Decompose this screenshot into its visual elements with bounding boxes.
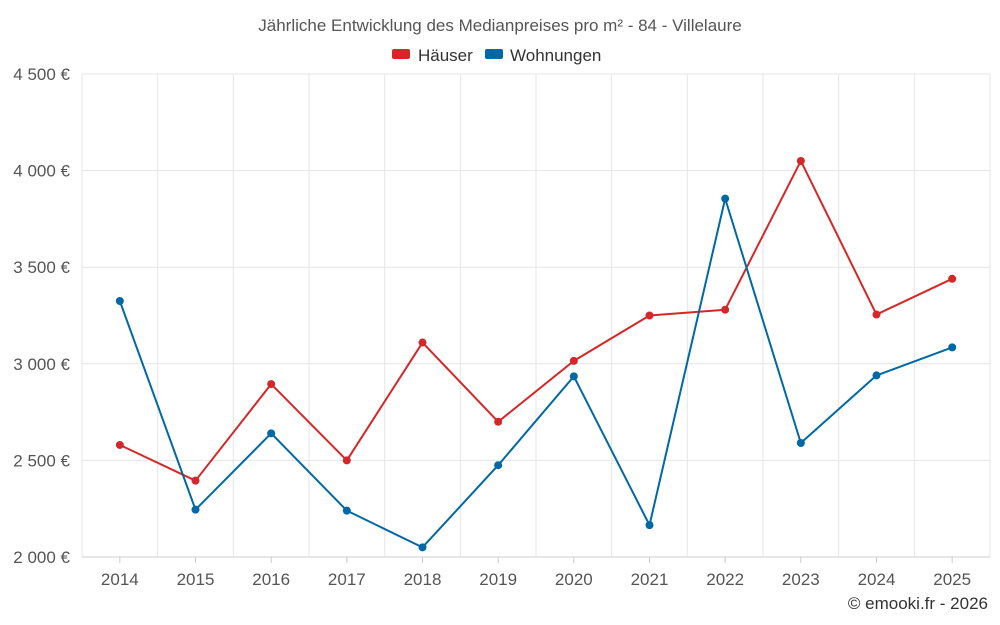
chart-title: Jährliche Entwicklung des Medianpreises … bbox=[258, 16, 741, 35]
legend: Häuser Wohnungen bbox=[392, 46, 601, 65]
data-point-haeuser[interactable] bbox=[342, 456, 351, 465]
data-point-haeuser[interactable] bbox=[872, 310, 881, 319]
legend-item-wohnungen[interactable]: Wohnungen bbox=[485, 46, 601, 65]
x-tick-label: 2022 bbox=[706, 570, 744, 589]
data-point-wohnungen[interactable] bbox=[494, 461, 503, 470]
data-point-wohnungen[interactable] bbox=[267, 429, 276, 438]
x-tick-label: 2019 bbox=[479, 570, 517, 589]
series-wohnungen bbox=[115, 194, 957, 552]
x-tick-label: 2014 bbox=[101, 570, 139, 589]
y-tick-label: 2 500 € bbox=[13, 451, 70, 470]
data-point-wohnungen[interactable] bbox=[115, 297, 124, 306]
series-haeuser bbox=[115, 156, 957, 485]
x-axis-ticks: 2014 2015 2016 2017 2018 2019 2020 2021 2022 2023… bbox=[101, 557, 971, 589]
data-point-wohnungen[interactable] bbox=[418, 543, 427, 552]
legend-label-wohnungen: Wohnungen bbox=[510, 46, 601, 65]
data-point-haeuser[interactable] bbox=[645, 311, 654, 320]
data-point-wohnungen[interactable] bbox=[948, 343, 957, 352]
y-tick-label: 3 000 € bbox=[13, 355, 70, 374]
legend-swatch-wohnungen bbox=[485, 49, 503, 59]
series bbox=[115, 156, 957, 552]
data-point-wohnungen[interactable] bbox=[191, 505, 200, 514]
credit-text: © emooki.fr - 2026 bbox=[848, 594, 988, 613]
x-tick-label: 2020 bbox=[555, 570, 593, 589]
data-point-haeuser[interactable] bbox=[267, 380, 276, 389]
data-point-haeuser[interactable] bbox=[721, 305, 730, 314]
x-tick-label: 2015 bbox=[177, 570, 215, 589]
legend-swatch-haeuser bbox=[392, 49, 410, 59]
data-point-haeuser[interactable] bbox=[569, 356, 578, 365]
data-point-wohnungen[interactable] bbox=[796, 439, 805, 448]
data-point-wohnungen[interactable] bbox=[645, 521, 654, 530]
y-tick-label: 4 500 € bbox=[13, 65, 70, 84]
x-tick-label: 2016 bbox=[252, 570, 290, 589]
data-point-haeuser[interactable] bbox=[418, 338, 427, 347]
x-tick-label: 2018 bbox=[404, 570, 442, 589]
x-tick-label: 2023 bbox=[782, 570, 820, 589]
data-point-wohnungen[interactable] bbox=[342, 506, 351, 515]
data-point-wohnungen[interactable] bbox=[569, 372, 578, 381]
x-tick-label: 2025 bbox=[933, 570, 971, 589]
data-point-wohnungen[interactable] bbox=[721, 194, 730, 203]
series-line-wohnungen bbox=[118, 197, 953, 549]
y-tick-label: 4 000 € bbox=[13, 162, 70, 181]
data-point-wohnungen[interactable] bbox=[872, 371, 881, 380]
data-point-haeuser[interactable] bbox=[191, 476, 200, 485]
y-tick-label: 3 500 € bbox=[13, 258, 70, 277]
x-tick-label: 2021 bbox=[631, 570, 669, 589]
y-axis-ticks: 2 000 € 2 500 € 3 000 € 3 500 € 4 000 € 4 500… bbox=[13, 65, 70, 567]
x-tick-label: 2024 bbox=[858, 570, 896, 589]
grid bbox=[81, 73, 991, 558]
data-point-haeuser[interactable] bbox=[948, 274, 957, 283]
data-point-haeuser[interactable] bbox=[115, 440, 124, 449]
x-tick-label: 2017 bbox=[328, 570, 366, 589]
data-point-haeuser[interactable] bbox=[494, 417, 503, 426]
legend-label-haeuser: Häuser bbox=[418, 46, 473, 65]
data-point-haeuser[interactable] bbox=[796, 156, 805, 165]
legend-item-haeuser[interactable]: Häuser bbox=[392, 46, 473, 65]
series-line-haeuser bbox=[119, 159, 953, 482]
y-tick-label: 2 000 € bbox=[13, 548, 70, 567]
